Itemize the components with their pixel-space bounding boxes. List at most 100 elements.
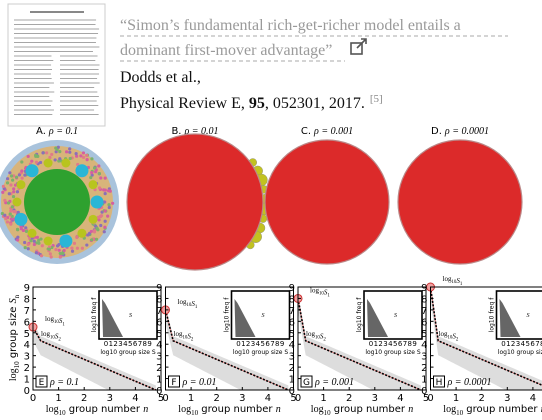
y-tick-label: 7 [289, 306, 295, 317]
giant-node [265, 140, 389, 264]
node [90, 230, 93, 233]
node [27, 155, 30, 158]
node [12, 210, 15, 213]
giant-node [24, 169, 90, 235]
y-tick-label: 2 [421, 363, 427, 374]
y-tick-label: 3 [24, 352, 30, 363]
node [22, 229, 25, 232]
node [85, 243, 88, 246]
hub [16, 180, 25, 189]
node [73, 242, 76, 245]
subscript: 1 [327, 294, 330, 299]
inset-annotation: S [394, 313, 397, 319]
subscript: 1 [460, 282, 463, 287]
node [6, 177, 9, 180]
node [45, 151, 48, 154]
hub [89, 180, 98, 189]
node [97, 164, 100, 167]
node [93, 166, 96, 169]
y-tick-label: 9 [24, 283, 30, 294]
math-label: log10 group number n [443, 404, 542, 417]
inset-y-label: log10 freq f [91, 297, 98, 333]
node [24, 246, 27, 249]
x-tick-label: 2 [346, 393, 352, 404]
node [111, 202, 114, 205]
node [9, 212, 12, 215]
text: group size [8, 303, 19, 361]
subscript: 1 [195, 305, 198, 310]
y-tick-label: 9 [156, 283, 162, 294]
node [68, 147, 71, 150]
y-tick-label: 7 [421, 306, 427, 317]
hub [59, 234, 72, 247]
node [75, 152, 78, 155]
subscript: 2 [456, 337, 459, 342]
node [103, 230, 106, 233]
x-tick-label: 3 [504, 393, 510, 404]
plot-panel: 0123456789012345log10 group number nlog1… [24, 283, 165, 417]
node [20, 169, 23, 172]
giant-node [398, 140, 522, 264]
node [49, 252, 52, 255]
x-tick-label: 2 [214, 393, 220, 404]
quote-line[interactable]: dominant first-mover advantage” [120, 42, 332, 59]
x-tick-label: 0 [162, 393, 168, 404]
panel-rho: ρ = 0.001 [314, 377, 354, 388]
paper-thumbnail[interactable] [8, 4, 105, 126]
plot-panel: 0123456789012345log10 group number nlog1… [421, 275, 542, 417]
subscript: 2 [58, 337, 61, 342]
inset-annotation: S [262, 313, 265, 319]
log: log [178, 404, 191, 415]
node [107, 203, 110, 206]
subscript: 2 [323, 337, 326, 342]
panel-letter: G [303, 378, 310, 388]
quote-line[interactable]: “Simon’s fundamental rich-get-richer mod… [120, 17, 461, 34]
node [75, 235, 78, 238]
x-tick-label: 4 [132, 393, 138, 404]
node [68, 151, 71, 154]
y-tick-label: 6 [289, 317, 295, 328]
node [41, 244, 44, 247]
subscript: 1 [62, 322, 65, 327]
hub [44, 159, 53, 168]
node [8, 171, 11, 174]
panel-rho: ρ = 0.0001 [447, 377, 492, 388]
inset-x-ticks: 0123456789 [104, 340, 153, 348]
x-tick-label: 0 [427, 393, 433, 404]
y-tick-label: 5 [24, 329, 30, 340]
node [89, 176, 92, 179]
node [27, 243, 30, 246]
log: log [443, 404, 456, 415]
panel-letter: H [436, 378, 443, 388]
node [3, 214, 6, 217]
y-tick-label: 2 [156, 363, 162, 374]
journal-ref: Physical Review E, 95, 052301, 2017.[5] [120, 93, 383, 112]
x-tick-label: 3 [239, 393, 245, 404]
hub [75, 164, 88, 177]
y-tick-label: 3 [289, 352, 295, 363]
node [35, 161, 38, 164]
subscript: 2 [191, 337, 194, 342]
node [81, 247, 84, 250]
y-tick-label: 8 [421, 294, 427, 305]
text: group number [198, 404, 276, 415]
node [3, 199, 6, 202]
node [104, 192, 107, 195]
node [59, 252, 62, 255]
x-tick-label: 1 [55, 393, 61, 404]
y-tick-label: 2 [24, 363, 30, 374]
external-link-icon[interactable] [351, 39, 366, 54]
node [103, 226, 106, 229]
node [90, 238, 93, 241]
node [11, 205, 14, 208]
y-tick-label: 2 [289, 363, 295, 374]
network-panel: A.ρ = 0.1 [0, 126, 119, 264]
y-tick-label: 5 [156, 329, 162, 340]
panel-rho: ρ = 0.1 [49, 377, 79, 388]
y-tick-label: 3 [156, 352, 162, 363]
reference[interactable]: [5] [370, 93, 383, 105]
panel-label: D.ρ = 0.0001 [431, 126, 489, 137]
y-tick-label: 8 [156, 294, 162, 305]
node [58, 249, 61, 252]
math-label: log10 group number n [46, 404, 148, 417]
